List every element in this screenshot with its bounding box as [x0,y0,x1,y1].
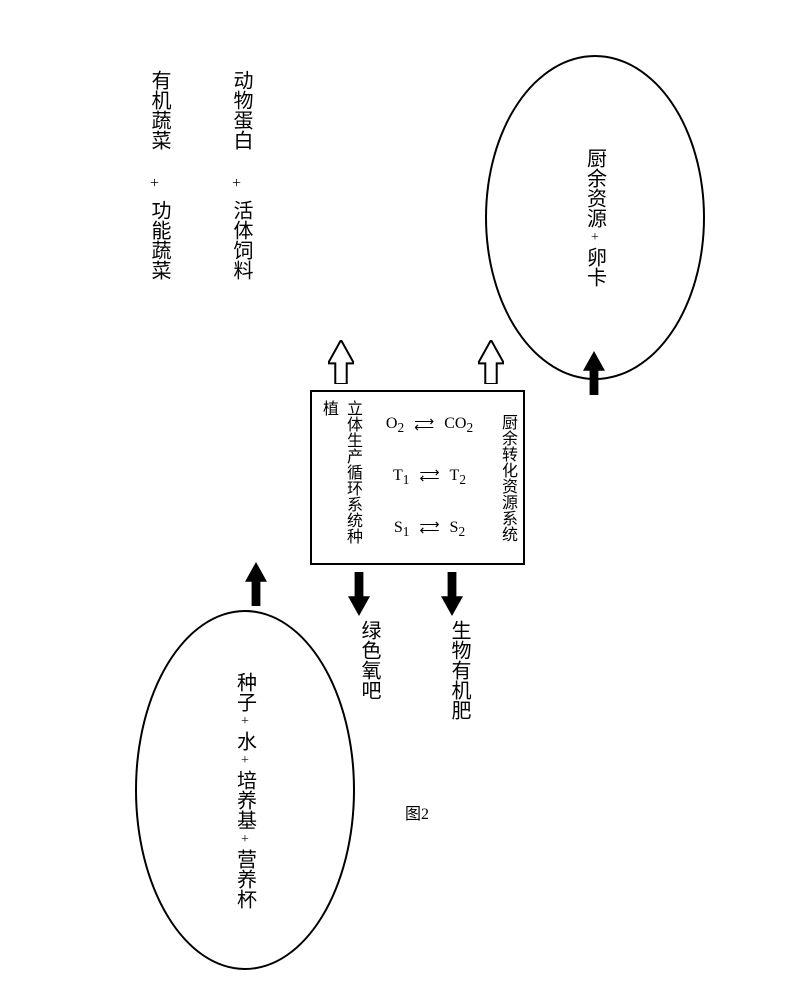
exchange-left: S1 [394,519,410,540]
top-label-left-1: 有机蔬菜 [145,70,174,150]
top-label-right-1: 动物蛋白 [227,70,256,150]
figure-caption: 图2 [405,800,429,824]
exchange-right: CO2 [444,415,473,436]
arrow-down-left [348,572,370,621]
exchange-arrow-icon: ⟶⟵ [414,420,434,432]
arrow-hollow-up-right [478,340,504,389]
center-system-box: 立体生产循环系统种植 O2 ⟶⟵ CO2 T1 ⟶⟵ T2 S1 ⟶⟵ S2 厨余转化资源系统 [310,390,525,565]
arrow-right-in [583,351,605,400]
arrow-down-right [441,572,463,621]
exchange-arrow-icon: ⟶⟵ [419,471,439,483]
exchange-left: T1 [393,467,409,488]
bottom-label-right: 生物有机肥 [445,620,474,720]
top-label-left-2: 功能蔬菜 [145,200,174,280]
top-label-right-2: 活体饲料 [227,200,256,280]
center-left-column: 立体生产循环系统种植 [312,392,368,563]
arrow-hollow-up-left [328,340,354,389]
arrow-left-in [245,562,267,611]
center-exchange-column: O2 ⟶⟵ CO2 T1 ⟶⟵ T2 S1 ⟶⟵ S2 [368,392,491,563]
exchange-left: O2 [386,415,404,436]
bottom-label-left: 绿色氧吧 [355,620,384,700]
top-label-left-plus: + [145,175,163,192]
top-label-right-plus: + [227,175,245,192]
left-input-ellipse: 种子+水+培养基+营养杯 [135,610,355,970]
exchange-right: S2 [450,519,466,540]
exchange-arrow-icon: ⟶⟵ [419,523,439,535]
exchange-right: T2 [450,467,466,488]
right-input-ellipse: 厨余资源+卵卡 [485,55,705,380]
center-right-column: 厨余转化资源系统 [491,392,523,563]
